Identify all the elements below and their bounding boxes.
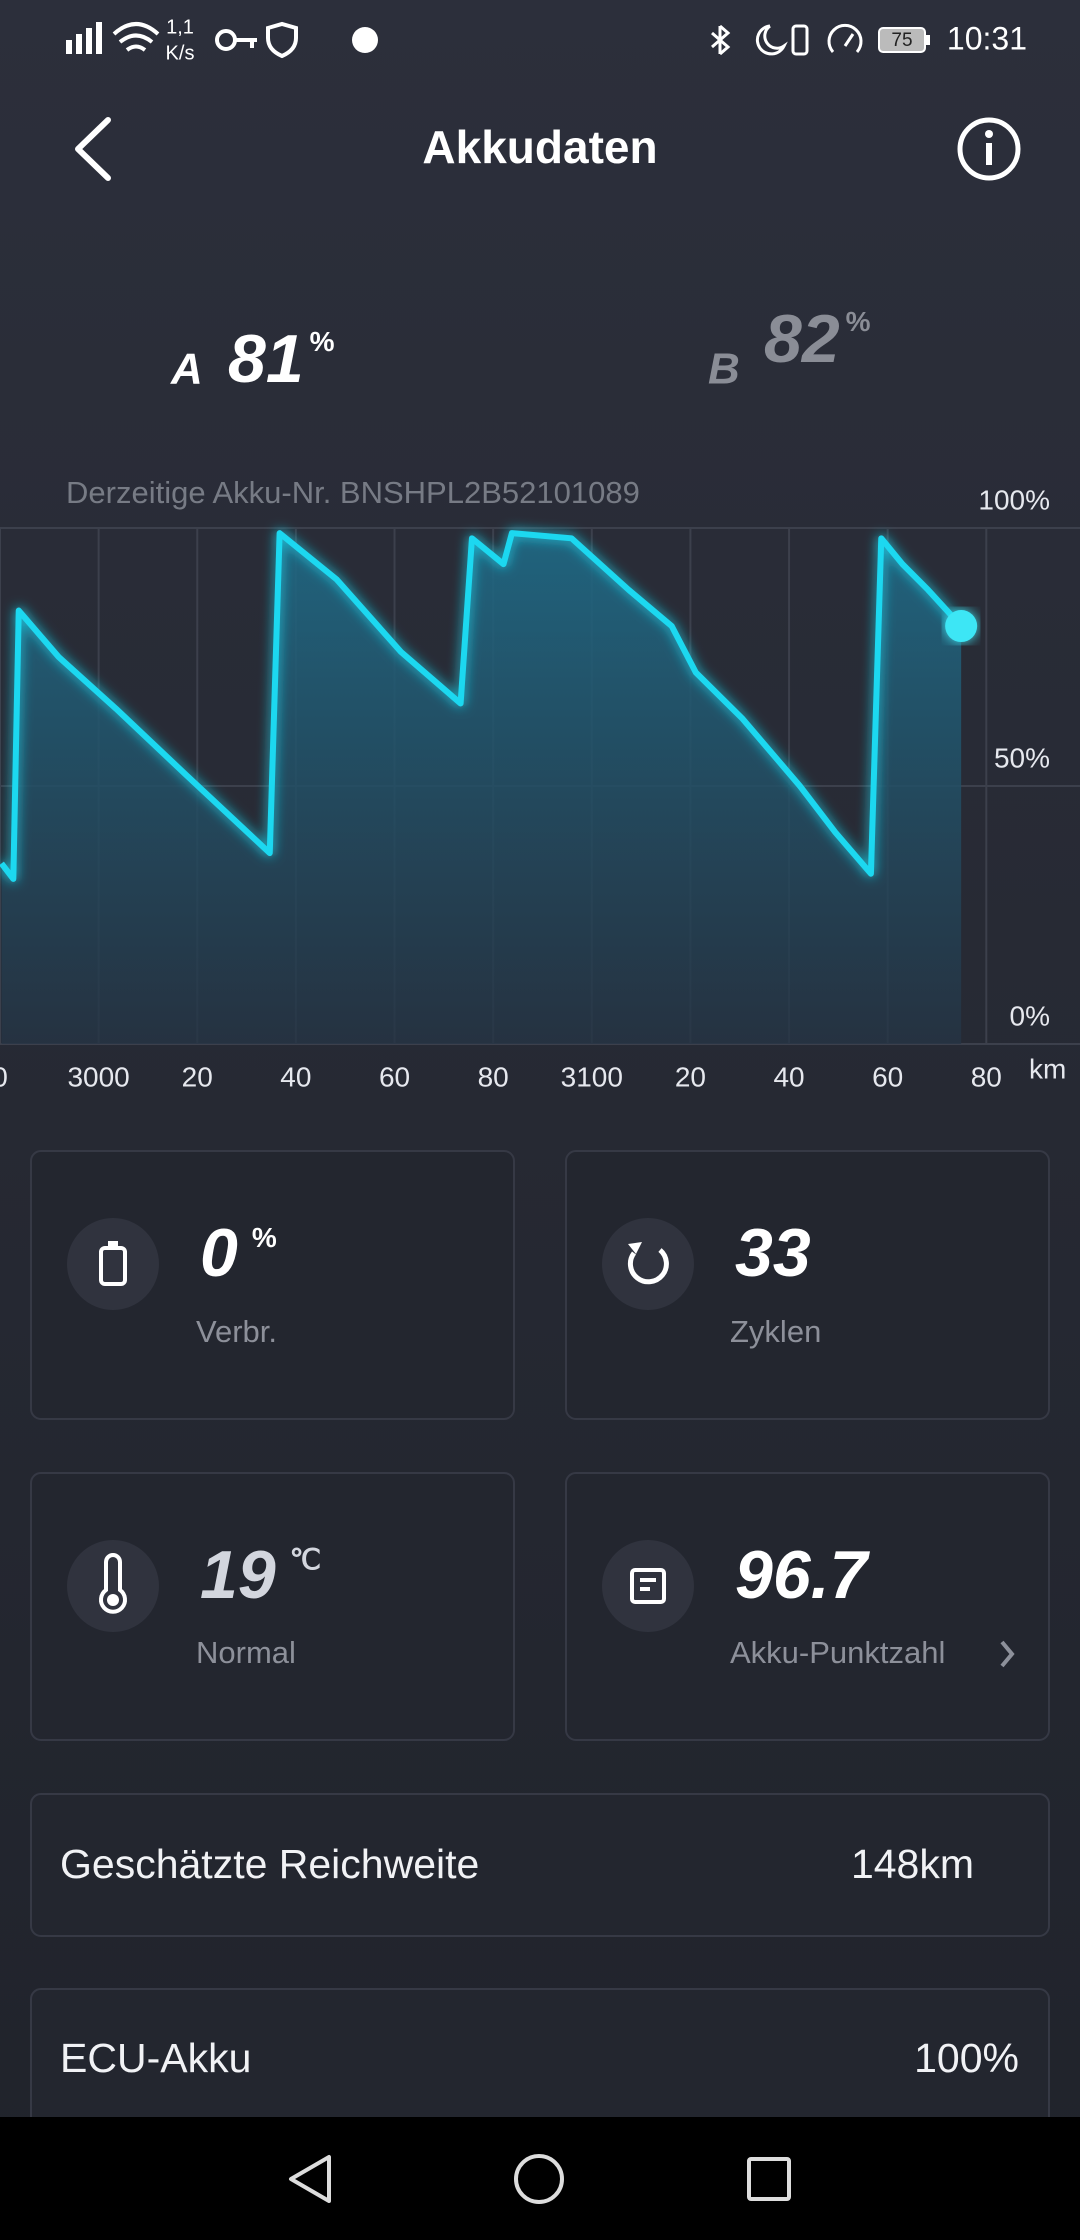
- info-dot: [985, 130, 993, 138]
- card-label: Verbr.: [196, 1314, 277, 1349]
- unit: %: [252, 1222, 277, 1253]
- cycle-icon: [627, 1248, 669, 1285]
- line: [0, 530, 964, 882]
- card-box: [565, 1150, 1050, 1420]
- card: 19 ℃ Normal: [30, 1472, 515, 1741]
- info-circle: [957, 117, 1021, 181]
- card-value: 19 ℃: [200, 1537, 321, 1613]
- card-label: Normal: [196, 1635, 296, 1670]
- value: 0: [200, 1215, 238, 1291]
- y-tick-label: 100%: [978, 484, 1050, 515]
- area: [1, 533, 962, 1044]
- battery-icon: [926, 35, 930, 45]
- icon-circle: [602, 1540, 694, 1632]
- clock: 10:31: [947, 20, 1027, 56]
- bluetooth-icon: [711, 24, 731, 56]
- info-button[interactable]: [957, 117, 1021, 181]
- x-tick-label: 40: [773, 1061, 804, 1092]
- row-label: Geschätzte Reichweite: [60, 1841, 479, 1887]
- x-tick-label: 3000: [67, 1061, 129, 1092]
- moon-icon: [755, 24, 788, 56]
- thermometer-icon: [107, 1594, 119, 1606]
- vpn-icon: [235, 38, 257, 48]
- x-tick-label: 80: [478, 1061, 509, 1092]
- battery-level: 75: [891, 30, 912, 51]
- pack-value: 81: [228, 321, 304, 397]
- x-tick-label: 20: [675, 1061, 706, 1092]
- signal-icon: [66, 40, 72, 54]
- cycle-icon: [628, 1242, 642, 1254]
- x-tick-label: 60: [872, 1061, 903, 1092]
- status-bar: 1,1 K/s 75 10:31: [66, 16, 1027, 64]
- icon-circle: [67, 1218, 159, 1310]
- unit: ℃: [290, 1544, 321, 1575]
- card-value: 96.7: [735, 1537, 871, 1613]
- page-title: Akkudaten: [422, 121, 657, 173]
- x-unit: km: [1029, 1053, 1066, 1084]
- network-unit: K/s: [166, 42, 195, 64]
- pack-unit: %: [310, 326, 335, 357]
- shield-icon: [266, 21, 298, 59]
- card-label: Zyklen: [730, 1314, 821, 1349]
- icon-circle: [67, 1540, 159, 1632]
- row-value: 148km: [851, 1841, 974, 1887]
- card: 33 Zyklen: [565, 1150, 1050, 1420]
- battery-icon: [99, 1246, 127, 1286]
- icon-circle: [602, 1218, 694, 1310]
- row-value: 100%: [914, 2035, 1019, 2081]
- nav-recent[interactable]: [747, 2157, 791, 2201]
- card-box: [565, 1472, 1050, 1741]
- chart: 0% 50% 100% 0 3000 20 40 60 80 3100 20 40 60 80: [0, 484, 1080, 1092]
- pack-label[interactable]: B: [708, 345, 740, 394]
- thermometer-icon: [99, 1553, 127, 1614]
- x-tick-label: 60: [379, 1061, 410, 1092]
- card-box: [30, 1150, 515, 1420]
- network-speed: 1,1: [166, 16, 194, 38]
- nav-bar: [0, 2117, 1080, 2240]
- back-button[interactable]: [75, 117, 111, 181]
- score-icon: [640, 1578, 656, 1591]
- card-value: 0%: [200, 1215, 277, 1291]
- battery-icon: [108, 1241, 118, 1247]
- row-label: ECU-Akku: [60, 2035, 251, 2081]
- y-tick-label: 0%: [1010, 1000, 1050, 1031]
- x-tick-label: 0: [0, 1061, 8, 1092]
- facebook-icon: [352, 27, 378, 53]
- info-row: ECU-Akku 100%: [30, 1988, 1050, 2150]
- x-tick-label: 20: [182, 1061, 213, 1092]
- nav-background: [0, 2117, 1080, 2240]
- pack-label[interactable]: A: [170, 345, 203, 394]
- pack-level[interactable]: 81%: [228, 321, 335, 397]
- x-tick-label: 3100: [561, 1061, 623, 1092]
- vibrate-icon: [791, 24, 809, 56]
- signal-icon: [76, 34, 82, 54]
- speed-icon: [827, 23, 863, 53]
- card-value: 33: [735, 1215, 811, 1291]
- x-tick-label: 80: [971, 1061, 1002, 1092]
- battery-icon: [878, 27, 926, 53]
- nav-back[interactable]: [289, 2155, 331, 2203]
- pack-level[interactable]: 82%: [764, 301, 871, 377]
- wifi-icon: [112, 22, 160, 52]
- card-label: Akku-Punktzahl: [730, 1635, 945, 1670]
- value: 19: [200, 1537, 276, 1613]
- pack-value: 82: [764, 301, 840, 377]
- x-tick-label: 40: [280, 1061, 311, 1092]
- chevron: [1000, 1640, 1015, 1668]
- end-point: [945, 610, 978, 643]
- row-box: [30, 1793, 1050, 1937]
- card: 0% Verbr.: [30, 1150, 515, 1420]
- nav-home[interactable]: [514, 2154, 564, 2204]
- score-icon: [630, 1568, 666, 1604]
- chart-subtitle: Derzeitige Akku-Nr. BNSHPL2B52101089: [66, 475, 640, 510]
- y-tick-label: 50%: [994, 742, 1050, 773]
- card-box: [30, 1472, 515, 1741]
- signal-icon: [86, 28, 92, 54]
- info-bar: [986, 143, 992, 165]
- signal-icon: [96, 22, 102, 54]
- info-row: Geschätzte Reichweite 148km: [30, 1793, 1050, 1937]
- card[interactable]: 96.7 Akku-Punktzahl: [565, 1472, 1050, 1741]
- pack-unit: %: [846, 306, 871, 337]
